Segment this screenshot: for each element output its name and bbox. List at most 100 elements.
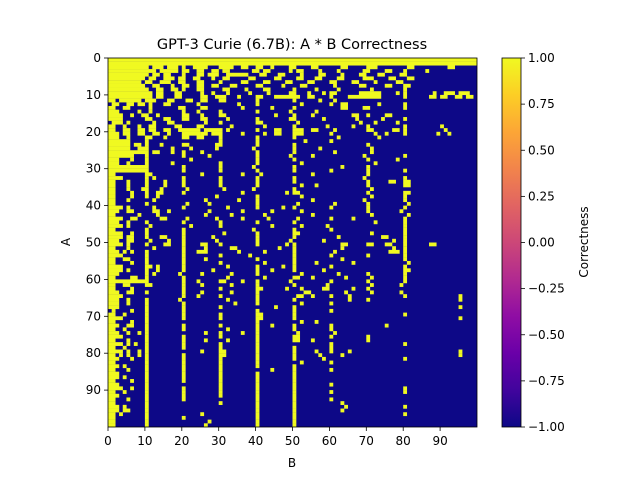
- heatmap-cell-correct: [215, 216, 219, 221]
- heatmap-cell-correct: [144, 194, 149, 199]
- colorbar-tick-label: −0.75: [528, 374, 565, 388]
- heatmap-cell-correct: [108, 297, 120, 302]
- heatmap-cell-correct: [255, 375, 260, 380]
- heatmap-cell-correct: [108, 419, 116, 424]
- heatmap-cell-correct: [137, 109, 142, 114]
- heatmap-cell-correct: [255, 319, 260, 324]
- heatmap-cell-correct: [108, 190, 116, 195]
- y-axis-label: A: [59, 237, 73, 246]
- heatmap-cell-correct: [200, 412, 205, 417]
- heatmap-cell-correct: [403, 216, 408, 221]
- heatmap-cell-correct: [336, 76, 345, 81]
- heatmap-cell-correct: [292, 168, 297, 173]
- heatmap-cell-correct: [255, 94, 264, 99]
- heatmap-cell-correct: [226, 205, 230, 210]
- heatmap-cell-correct: [277, 72, 286, 77]
- heatmap-cell-correct: [181, 353, 186, 358]
- heatmap-cell-correct: [296, 69, 304, 73]
- heatmap-cell-correct: [144, 301, 149, 306]
- heatmap-cell-correct: [108, 76, 146, 81]
- heatmap-cell-correct: [351, 286, 356, 291]
- heatmap-cell-correct: [292, 371, 297, 376]
- heatmap-cell-correct: [255, 153, 260, 158]
- heatmap-cell-correct: [255, 312, 264, 317]
- heatmap-cell-correct: [126, 187, 131, 191]
- heatmap-cell-correct: [108, 379, 116, 383]
- heatmap-cell-correct: [392, 128, 400, 132]
- heatmap-cell-correct: [218, 109, 223, 114]
- heatmap-cell-correct: [163, 128, 171, 132]
- heatmap-cell-correct: [133, 342, 138, 346]
- heatmap-cell-correct: [126, 98, 142, 103]
- heatmap-cell-correct: [362, 76, 374, 81]
- heatmap-cell-correct: [403, 91, 408, 96]
- heatmap-cell-correct: [388, 76, 396, 81]
- heatmap-cell-correct: [215, 94, 223, 99]
- heatmap-cell-correct: [218, 379, 223, 383]
- heatmap-cell-correct: [152, 83, 160, 88]
- heatmap-cell-correct: [329, 279, 334, 284]
- heatmap-cell-correct: [185, 187, 190, 191]
- heatmap-cell-correct: [137, 212, 142, 217]
- heatmap-cell-correct: [347, 349, 352, 354]
- heatmap-cell-correct: [218, 312, 223, 317]
- heatmap-cell-correct: [440, 94, 448, 99]
- heatmap-cell-correct: [141, 187, 149, 191]
- heatmap-cell-correct: [366, 286, 371, 291]
- heatmap-cell-correct: [152, 65, 164, 70]
- heatmap-cell-correct: [292, 305, 297, 310]
- heatmap-cell-correct: [340, 102, 348, 107]
- heatmap-cell-correct: [366, 65, 378, 70]
- heatmap-cell-correct: [181, 367, 186, 372]
- heatmap-cell-correct: [108, 401, 116, 406]
- heatmap-cell-correct: [196, 80, 205, 84]
- heatmap-cell-correct: [163, 183, 168, 188]
- heatmap-cell-correct: [314, 183, 319, 188]
- heatmap-cell-correct: [126, 246, 131, 251]
- heatmap-cell-correct: [108, 194, 116, 199]
- heatmap-cell-correct: [366, 334, 371, 339]
- colorbar-tick-label: 1.00: [528, 51, 555, 65]
- heatmap-cell-correct: [333, 150, 337, 155]
- heatmap-cell-correct: [255, 201, 260, 206]
- heatmap-cell-correct: [141, 113, 149, 118]
- heatmap-cell-correct: [126, 235, 134, 239]
- heatmap-cell-correct: [181, 386, 186, 391]
- heatmap-cell-correct: [108, 165, 149, 169]
- heatmap-cell-correct: [144, 379, 149, 383]
- heatmap-cell-correct: [126, 353, 131, 358]
- heatmap-cell-correct: [403, 253, 408, 258]
- heatmap-cell-correct: [255, 205, 260, 210]
- heatmap-cell-correct: [274, 76, 282, 81]
- heatmap-cell-correct: [222, 94, 227, 99]
- heatmap-cell-correct: [292, 146, 297, 151]
- heatmap-cell-correct: [181, 117, 190, 121]
- heatmap-cell-correct: [126, 301, 131, 306]
- heatmap-cell-correct: [130, 319, 134, 324]
- heatmap-cell-correct: [292, 135, 297, 140]
- heatmap-cell-correct: [130, 260, 134, 265]
- heatmap-cell-correct: [144, 386, 149, 391]
- heatmap-cell-correct: [108, 253, 123, 258]
- heatmap-cell-correct: [144, 98, 157, 103]
- heatmap-cell-correct: [329, 205, 334, 210]
- heatmap-cell-correct: [144, 235, 149, 239]
- heatmap-cell-correct: [108, 124, 116, 129]
- heatmap-cell-correct: [292, 397, 297, 402]
- heatmap-cell-correct: [108, 98, 116, 103]
- heatmap-cell-correct: [218, 294, 223, 298]
- heatmap-cell-correct: [155, 94, 164, 99]
- heatmap-cell-correct: [181, 338, 186, 343]
- heatmap-cell-correct: [155, 113, 160, 118]
- heatmap-cell-correct: [384, 69, 393, 73]
- heatmap-cell-correct: [292, 157, 297, 162]
- heatmap-cell-correct: [218, 323, 223, 328]
- heatmap-cell-correct: [181, 279, 186, 284]
- heatmap-cell-correct: [384, 83, 393, 88]
- heatmap-cell-correct: [108, 272, 120, 276]
- heatmap-cell-correct: [344, 290, 348, 295]
- heatmap-cell-correct: [181, 301, 186, 306]
- heatmap-cell-correct: [369, 290, 374, 295]
- heatmap-cell-correct: [288, 153, 293, 158]
- heatmap-cell-correct: [403, 231, 408, 236]
